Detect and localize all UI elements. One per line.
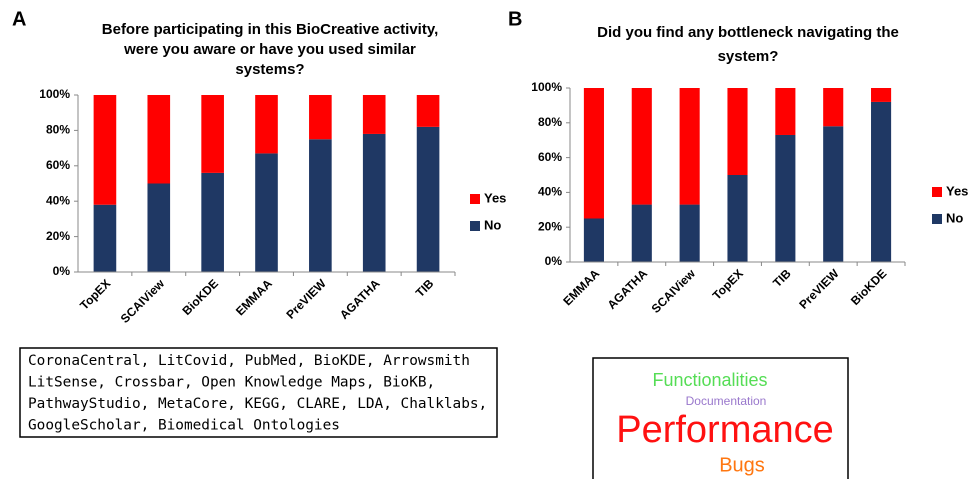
bar-segment [631, 204, 652, 262]
legend-label: No [946, 210, 963, 225]
x-tick-label: BioKDE [180, 276, 221, 317]
chart-title: were you aware or have you used similar [123, 41, 416, 58]
bar-segment [362, 133, 386, 272]
bar-segment [255, 153, 278, 272]
legend-swatch [932, 187, 942, 197]
bar-segment [93, 204, 117, 272]
bar-segment [775, 134, 796, 262]
x-tick-label: EMMAA [560, 266, 602, 308]
word-cloud-word: Documentation [686, 394, 767, 408]
y-tick-label: 100% [531, 80, 562, 94]
legend-swatch [932, 214, 942, 224]
y-tick-label: 40% [46, 193, 70, 207]
bar-segment [416, 126, 440, 272]
systems-line: PathwayStudio, MetaCore, KEGG, CLARE, LD… [28, 396, 487, 412]
x-tick-label: SCAIView [649, 266, 699, 316]
y-tick-label: 100% [39, 87, 70, 101]
x-tick-label: TopEX [710, 266, 746, 302]
bar-segment [201, 95, 224, 173]
bar-segment [309, 139, 332, 272]
x-tick-label: SCAIView [118, 276, 168, 326]
y-tick-label: 0% [545, 254, 563, 268]
bar-segment [147, 183, 171, 272]
word-cloud-box [592, 357, 849, 479]
bar-segment [775, 88, 796, 135]
x-tick-label: TopEX [77, 276, 113, 312]
legend-label: Yes [484, 190, 506, 205]
bar-segment [416, 95, 440, 127]
chart-title: Did you find any bottleneck navigating t… [597, 24, 899, 41]
y-tick-label: 80% [538, 115, 562, 129]
bar-segment [583, 88, 604, 219]
x-tick-label: PreVIEW [796, 266, 842, 312]
bar-segment [727, 175, 748, 262]
word-cloud-word: Performance [616, 409, 834, 451]
legend-label: No [484, 217, 501, 232]
x-tick-label: PreVIEW [283, 276, 329, 322]
bar-segment [309, 95, 332, 140]
bar-segment [871, 88, 892, 102]
y-tick-label: 20% [538, 219, 562, 233]
panel-label: A [12, 8, 26, 30]
bar-segment [679, 204, 700, 262]
bar-segment [583, 218, 604, 262]
bar-segment [727, 88, 748, 175]
bar-segment [679, 88, 700, 205]
systems-line: LitSense, Crossbar, Open Knowledge Maps,… [28, 375, 435, 391]
bar-segment [93, 95, 117, 205]
bar-segment [631, 88, 652, 205]
legend-swatch [470, 221, 480, 231]
bar-segment [823, 88, 844, 127]
x-tick-label: EMMAA [233, 276, 275, 318]
legend-label: Yes [946, 183, 968, 198]
chart-title: Before participating in this BioCreative… [102, 21, 438, 38]
x-tick-label: TIB [770, 266, 794, 290]
systems-line: GoogleScholar, Biomedical Ontologies [28, 418, 340, 434]
panel-label: B [508, 8, 522, 30]
bar-segment [255, 95, 278, 154]
y-tick-label: 80% [46, 123, 70, 137]
bar-segment [871, 101, 892, 262]
y-tick-label: 0% [53, 264, 71, 278]
systems-box [19, 347, 498, 438]
x-tick-label: AGATHA [605, 266, 651, 312]
y-tick-label: 60% [538, 150, 562, 164]
x-tick-label: TIB [413, 276, 437, 300]
legend-swatch [470, 194, 480, 204]
word-cloud-word: Bugs [719, 454, 765, 476]
bar-segment [362, 95, 386, 134]
x-tick-label: AGATHA [337, 276, 383, 322]
chart-title: systems? [235, 61, 304, 78]
bar-segment [823, 126, 844, 262]
word-cloud-word: Functionalities [652, 370, 767, 390]
systems-line: CoronaCentral, LitCovid, PubMed, BioKDE,… [28, 353, 470, 369]
y-tick-label: 40% [538, 185, 562, 199]
bar-segment [201, 172, 224, 272]
x-tick-label: BioKDE [848, 266, 889, 307]
bar-segment [147, 95, 171, 184]
y-tick-label: 20% [46, 229, 70, 243]
chart-title: system? [718, 48, 779, 65]
y-tick-label: 60% [46, 158, 70, 172]
